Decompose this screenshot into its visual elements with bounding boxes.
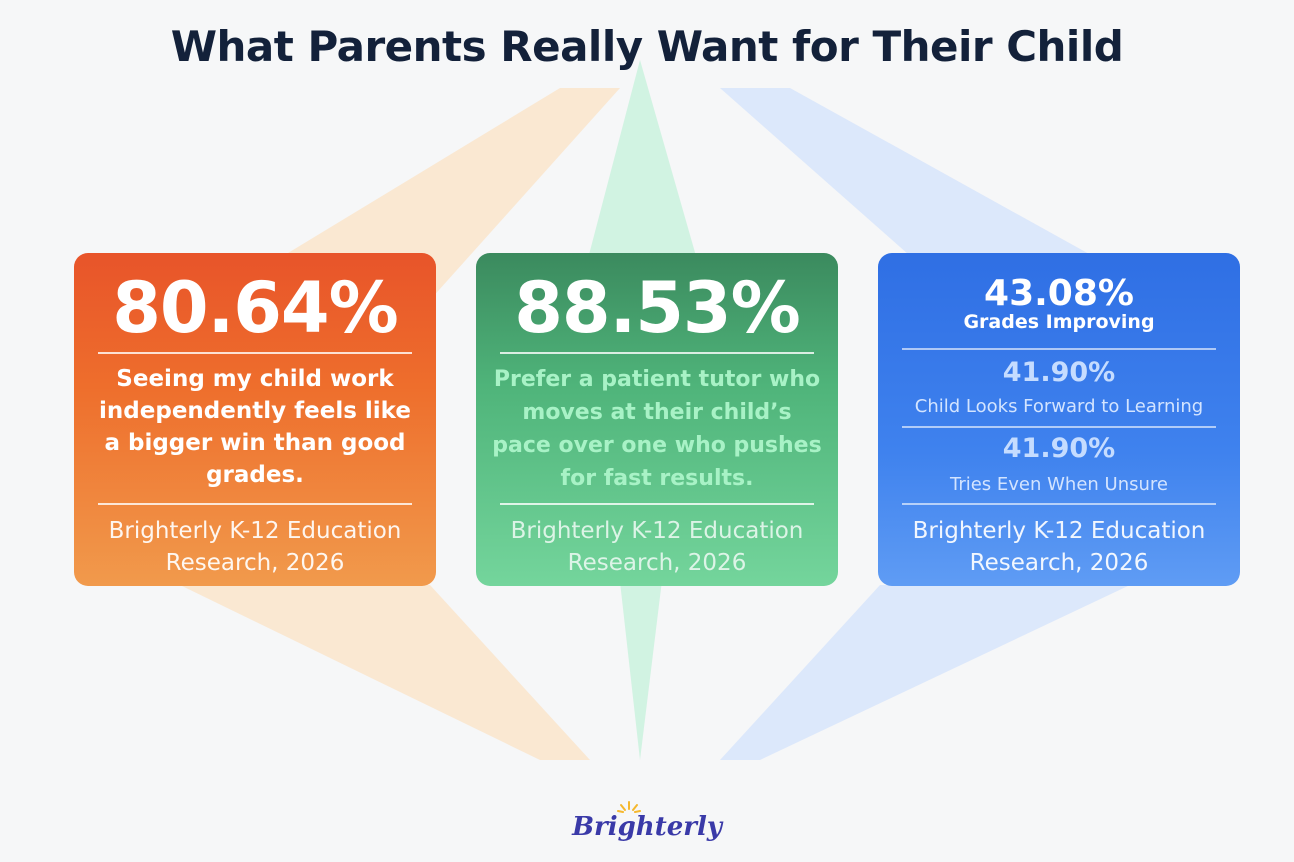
stat-label: Child Looks Forward to Learning xyxy=(914,396,1204,417)
divider xyxy=(500,503,814,505)
stat-value: 41.90% xyxy=(1002,357,1116,388)
divider xyxy=(98,352,412,354)
brand-logo: Brighterly xyxy=(572,812,722,842)
stat-value: 88.53% xyxy=(514,267,801,349)
source-line: Research, 2026 xyxy=(969,550,1149,576)
divider xyxy=(98,503,412,505)
stat-value: 43.08% xyxy=(984,273,1134,314)
stat-description: Prefer a patient tutor who moves at thei… xyxy=(492,367,822,491)
stat-card-patient-tutor: 88.53% Prefer a patient tutor who moves … xyxy=(476,253,838,586)
source-citation: Brighterly K-12 Education Research, 2026 xyxy=(74,515,436,579)
stat-card-outcomes: 43.08% Grades Improving 41.90% Child Loo… xyxy=(878,253,1240,586)
divider xyxy=(500,352,814,354)
source-line: Research, 2026 xyxy=(567,550,747,576)
stat-label: Tries Even When Unsure xyxy=(949,474,1168,495)
stat-value: 80.64% xyxy=(112,267,399,349)
stat-card-independence: 80.64% Seeing my child work independentl… xyxy=(74,253,436,586)
source-line: Brighterly K-12 Education xyxy=(108,518,402,544)
divider xyxy=(902,503,1216,505)
source-line: Brighterly K-12 Education xyxy=(510,518,804,544)
divider xyxy=(902,348,1216,350)
stat-description: Seeing my child work independently feels… xyxy=(99,366,411,488)
stat-label: Grades Improving xyxy=(963,311,1155,333)
stat-value: 41.90% xyxy=(1002,433,1116,464)
source-line: Brighterly K-12 Education xyxy=(912,518,1206,544)
source-citation: Brighterly K-12 Education Research, 2026 xyxy=(476,515,838,579)
sun-icon xyxy=(617,801,641,813)
source-line: Research, 2026 xyxy=(165,550,345,576)
divider xyxy=(902,426,1216,428)
page-title: What Parents Really Want for Their Child xyxy=(170,22,1124,71)
source-citation: Brighterly K-12 Education Research, 2026 xyxy=(878,515,1240,579)
